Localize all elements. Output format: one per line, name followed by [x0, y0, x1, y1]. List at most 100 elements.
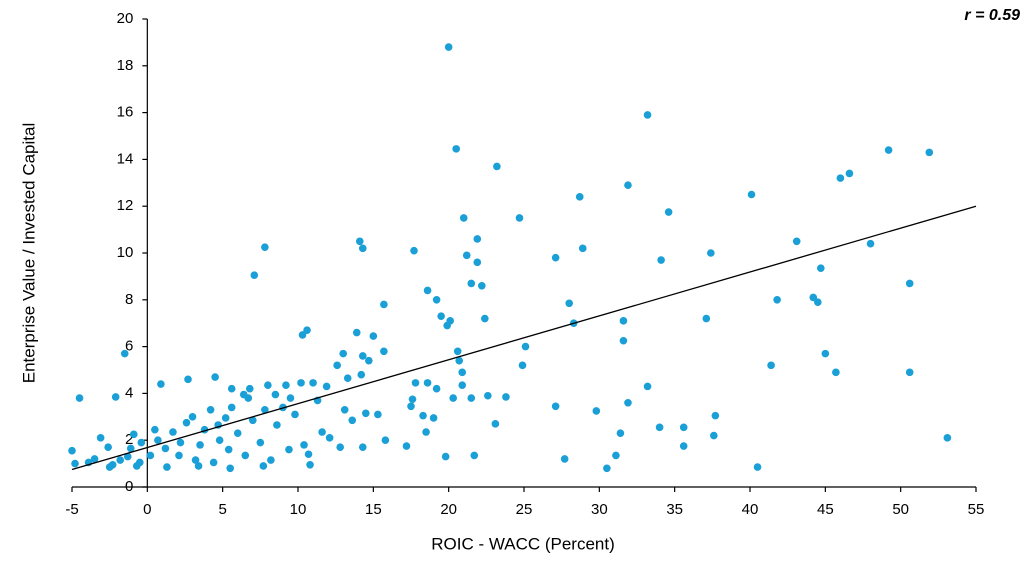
- data-point: [343, 374, 352, 382]
- data-point: [211, 373, 219, 381]
- data-point: [792, 237, 801, 246]
- data-point: [196, 441, 204, 449]
- data-point: [470, 451, 479, 460]
- data-point: [515, 214, 524, 222]
- data-point: [455, 356, 464, 365]
- data-point: [560, 455, 569, 463]
- data-point: [408, 395, 417, 404]
- data-point: [261, 243, 269, 251]
- data-point: [249, 416, 257, 425]
- data-point: [491, 420, 500, 428]
- data-point: [624, 181, 632, 189]
- data-point: [407, 402, 415, 411]
- data-point: [578, 244, 587, 253]
- data-point: [402, 442, 411, 450]
- data-point: [358, 244, 367, 253]
- data-point: [551, 402, 560, 411]
- data-point: [151, 425, 159, 434]
- data-point: [146, 451, 155, 460]
- data-point: [209, 458, 218, 467]
- data-point: [309, 379, 317, 387]
- data-point: [191, 456, 200, 464]
- data-point: [616, 429, 625, 437]
- data-point: [444, 43, 453, 51]
- data-point: [845, 169, 854, 178]
- data-point: [422, 428, 430, 436]
- data-point: [643, 382, 652, 391]
- data-point: [233, 429, 242, 437]
- data-point: [380, 347, 388, 356]
- data-point: [478, 281, 486, 290]
- x-tick-label: -5: [65, 501, 78, 518]
- data-point: [905, 368, 914, 377]
- data-point: [467, 394, 476, 402]
- y-tick-label: 0: [125, 478, 133, 495]
- data-point: [357, 370, 366, 379]
- data-point: [365, 356, 373, 365]
- data-point: [575, 193, 584, 201]
- data-point: [419, 411, 427, 420]
- data-point: [432, 296, 441, 304]
- data-point: [226, 464, 234, 473]
- data-point: [711, 411, 720, 420]
- data-point: [565, 299, 573, 308]
- data-point: [679, 423, 688, 432]
- data-point: [657, 256, 665, 264]
- data-point: [814, 298, 822, 306]
- data-point: [132, 462, 141, 470]
- data-point: [206, 405, 215, 414]
- x-tick-label: 15: [365, 501, 382, 518]
- data-point: [619, 336, 628, 345]
- x-tick-label: 55: [968, 501, 985, 518]
- data-point: [592, 407, 601, 415]
- data-point: [355, 237, 364, 246]
- x-tick-label: 25: [516, 501, 533, 518]
- data-point: [68, 446, 76, 455]
- data-point: [286, 394, 295, 402]
- data-point: [111, 393, 120, 401]
- x-tick-label: 0: [143, 501, 151, 518]
- data-point: [163, 463, 171, 471]
- x-tick-label: 5: [218, 501, 226, 518]
- data-point: [169, 428, 177, 436]
- data-point: [423, 286, 432, 295]
- data-point: [374, 410, 382, 419]
- data-point: [157, 380, 165, 388]
- data-point: [239, 390, 248, 399]
- data-point: [473, 235, 482, 243]
- data-point: [339, 349, 348, 358]
- data-point: [120, 349, 129, 358]
- y-tick-label: 14: [117, 150, 134, 167]
- data-point: [259, 462, 268, 470]
- data-point: [241, 451, 250, 460]
- x-tick-label: 40: [742, 501, 759, 518]
- data-point: [333, 361, 341, 370]
- data-point: [381, 436, 390, 445]
- data-point: [643, 111, 652, 119]
- data-point: [161, 444, 170, 453]
- x-tick-label: 20: [440, 501, 457, 518]
- data-point: [348, 416, 357, 425]
- data-point: [285, 445, 293, 454]
- data-point: [832, 368, 840, 377]
- data-point: [905, 279, 914, 288]
- y-tick-label: 8: [125, 291, 133, 308]
- data-point: [432, 384, 441, 393]
- data-point: [773, 296, 781, 304]
- x-tick-label: 50: [892, 501, 909, 518]
- y-tick-label: 16: [117, 104, 134, 121]
- data-point: [75, 394, 84, 402]
- data-point: [336, 443, 344, 452]
- data-point: [493, 162, 501, 171]
- y-tick-label: 18: [117, 57, 134, 74]
- data-point: [273, 421, 281, 429]
- data-point: [297, 379, 305, 387]
- data-point: [521, 342, 530, 351]
- data-point: [352, 328, 361, 337]
- data-point: [551, 253, 560, 262]
- data-point: [175, 451, 183, 460]
- data-point: [227, 403, 236, 412]
- data-point: [423, 379, 432, 387]
- data-point: [184, 375, 192, 384]
- data-point: [303, 326, 311, 335]
